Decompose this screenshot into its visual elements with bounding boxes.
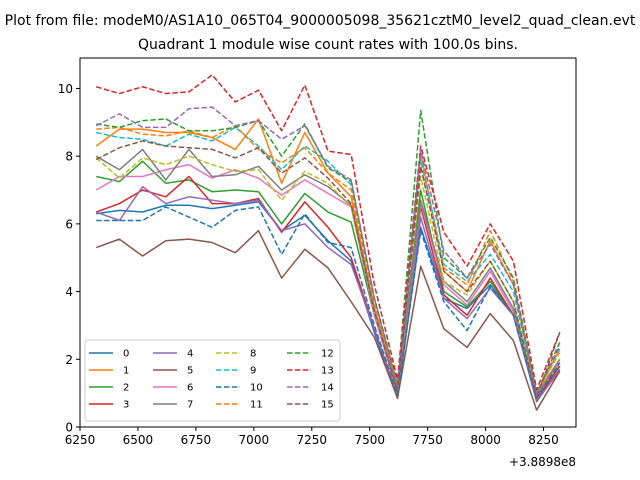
x-offset-label: +3.8898e8	[509, 455, 576, 469]
series-layer	[95, 74, 561, 411]
x-tick-label: 7500	[354, 433, 385, 447]
x-axis: 6250 6500 6750 7000 7250 7500 7750 8000 8250	[65, 427, 559, 447]
x-tick-label: 7250	[297, 433, 328, 447]
y-tick-label: 4	[65, 285, 73, 299]
series-line-4	[95, 185, 561, 401]
legend-label-7: 7	[187, 400, 193, 411]
series-line-1	[95, 118, 561, 394]
plot-frame	[79, 57, 577, 428]
y-tick-label: 10	[58, 82, 73, 96]
figure-suptitle: Plot from file: modeM0/AS1A10_065T04_900…	[5, 13, 636, 29]
series-line-5	[95, 229, 561, 411]
legend-label-2: 2	[123, 383, 129, 394]
y-tick-label: 6	[65, 217, 73, 231]
y-tick-label: 8	[65, 150, 73, 164]
x-tick-label: 6500	[123, 433, 154, 447]
legend-label-4: 4	[187, 349, 193, 360]
series-line-0	[96, 201, 561, 403]
y-tick-label: 0	[65, 421, 73, 435]
legend-label-8: 8	[250, 349, 256, 360]
x-tick-label: 6750	[181, 433, 212, 447]
series-line-15	[95, 140, 561, 399]
series-line-12	[96, 109, 561, 394]
legend-label-10: 10	[250, 383, 263, 394]
legend-label-1: 1	[123, 366, 129, 377]
legend-label-0: 0	[123, 349, 129, 360]
x-tick-label: 6250	[65, 433, 96, 447]
y-tick-label: 2	[65, 353, 73, 367]
y-axis: 0 2 4 6 8 10	[58, 82, 80, 435]
x-tick-label: 8000	[470, 433, 501, 447]
legend-label-13: 13	[321, 366, 334, 377]
x-tick-label: 7000	[239, 433, 270, 447]
x-tick-label: 7750	[412, 433, 443, 447]
series-line-10	[96, 206, 561, 399]
legend-label-15: 15	[321, 400, 334, 411]
series-line-14	[95, 106, 561, 394]
legend-label-5: 5	[187, 366, 193, 377]
legend-label-6: 6	[187, 383, 193, 394]
series-line-9	[96, 126, 561, 394]
axes-title: Quadrant 1 module wise count rates with …	[138, 37, 518, 53]
series-line-3	[95, 175, 561, 401]
x-tick-label: 8250	[528, 433, 559, 447]
legend-frame	[84, 339, 341, 422]
legend-label-14: 14	[321, 383, 334, 394]
legend-label-3: 3	[123, 400, 129, 411]
legend-label-12: 12	[321, 349, 334, 360]
series-line-13	[96, 74, 561, 391]
legend-label-11: 11	[250, 400, 263, 411]
series-line-6	[95, 163, 561, 398]
legend-label-9: 9	[250, 366, 256, 377]
series-line-7	[95, 148, 561, 398]
